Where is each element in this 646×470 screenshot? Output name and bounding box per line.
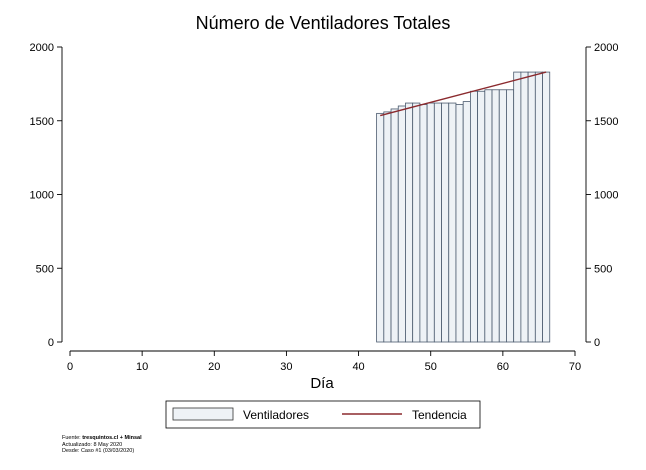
bar [484,89,493,343]
bar [397,105,406,343]
y-tick-label-right: 2000 [594,42,618,54]
bar [527,71,536,343]
x-axis-label: Día [310,375,334,392]
y-tick-label-left: 500 [36,263,54,275]
x-tick-label: 10 [136,361,148,373]
bar [455,104,464,343]
bar [477,90,486,343]
y-tick-label-right: 500 [594,263,612,275]
x-tick-label: 50 [425,361,437,373]
y-tick-label-right: 0 [594,337,600,349]
bar [419,104,428,343]
since-line: Desde: Caso #1 (03/03/2020) [62,448,135,454]
bar [506,89,515,343]
legend-swatch-ventiladores [172,407,234,421]
x-tick-label: 30 [280,361,292,373]
bar [542,71,551,343]
source-label: Fuente: [62,435,81,441]
bar [383,111,392,343]
bar [520,71,529,343]
updated-line: Actualizado: 8 May 2020 [62,441,123,448]
bar-series-ventiladores [376,71,551,343]
chart-title: Número de Ventiladores Totales [196,13,451,33]
bar [390,108,399,343]
y-tick-label-left: 2000 [30,42,54,54]
bar [376,112,385,343]
source-name: tresquintos.cl + Minsal [82,435,142,441]
trend-series-tendencia [380,71,547,117]
bar [441,102,450,343]
y-tick-label-left: 0 [48,337,54,349]
source-note: Fuente: tresquintos.cl + Minsal Actualiz… [62,435,142,455]
y-tick-label-left: 1000 [30,190,54,202]
bar [469,90,479,343]
x-tick-label: 60 [497,361,509,373]
bar [433,102,442,343]
legend-label-tendencia: Tendencia [412,408,467,422]
source-line: Fuente: tresquintos.cl + Minsal [62,435,142,442]
x-tick-label: 40 [352,361,364,373]
y-tick-label-right: 1500 [594,116,618,128]
bar [405,102,414,343]
bar [498,89,507,343]
y-tick-label-left: 1500 [30,116,54,128]
legend: Ventiladores Tendencia [165,400,481,429]
bar [462,101,471,343]
x-tick-label: 70 [569,361,581,373]
bar [448,102,457,343]
y-tick-label-right: 1000 [594,190,618,202]
bar [412,102,421,343]
x-tick-label: 0 [67,361,73,373]
x-tick-label: 20 [208,361,220,373]
bar [491,89,500,343]
axes: 0 0 500 500 1000 1000 1500 1500 2000 2000 0 10 20 30 4… [30,42,619,373]
bar [513,71,522,343]
bar [534,71,543,343]
trend-line [380,71,547,117]
bar [426,102,435,343]
legend-label-ventiladores: Ventiladores [243,408,309,422]
